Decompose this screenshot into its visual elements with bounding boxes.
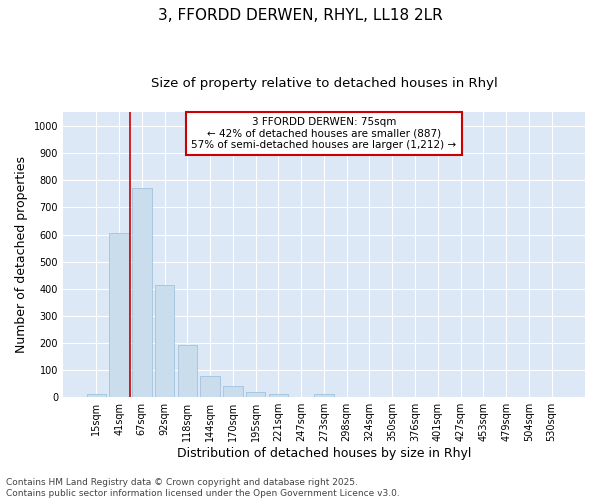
Text: 3 FFORDD DERWEN: 75sqm
← 42% of detached houses are smaller (887)
57% of semi-de: 3 FFORDD DERWEN: 75sqm ← 42% of detached… bbox=[191, 117, 457, 150]
Bar bbox=[246, 392, 265, 397]
Bar bbox=[269, 394, 288, 397]
Bar bbox=[314, 394, 334, 397]
Bar bbox=[155, 285, 174, 397]
Bar bbox=[132, 188, 152, 397]
Bar bbox=[178, 345, 197, 397]
Bar bbox=[223, 386, 242, 397]
X-axis label: Distribution of detached houses by size in Rhyl: Distribution of detached houses by size … bbox=[177, 447, 471, 460]
Title: Size of property relative to detached houses in Rhyl: Size of property relative to detached ho… bbox=[151, 78, 497, 90]
Y-axis label: Number of detached properties: Number of detached properties bbox=[15, 156, 28, 354]
Text: 3, FFORDD DERWEN, RHYL, LL18 2LR: 3, FFORDD DERWEN, RHYL, LL18 2LR bbox=[158, 8, 442, 22]
Bar bbox=[200, 376, 220, 397]
Text: Contains HM Land Registry data © Crown copyright and database right 2025.
Contai: Contains HM Land Registry data © Crown c… bbox=[6, 478, 400, 498]
Bar bbox=[86, 394, 106, 397]
Bar bbox=[109, 233, 129, 397]
